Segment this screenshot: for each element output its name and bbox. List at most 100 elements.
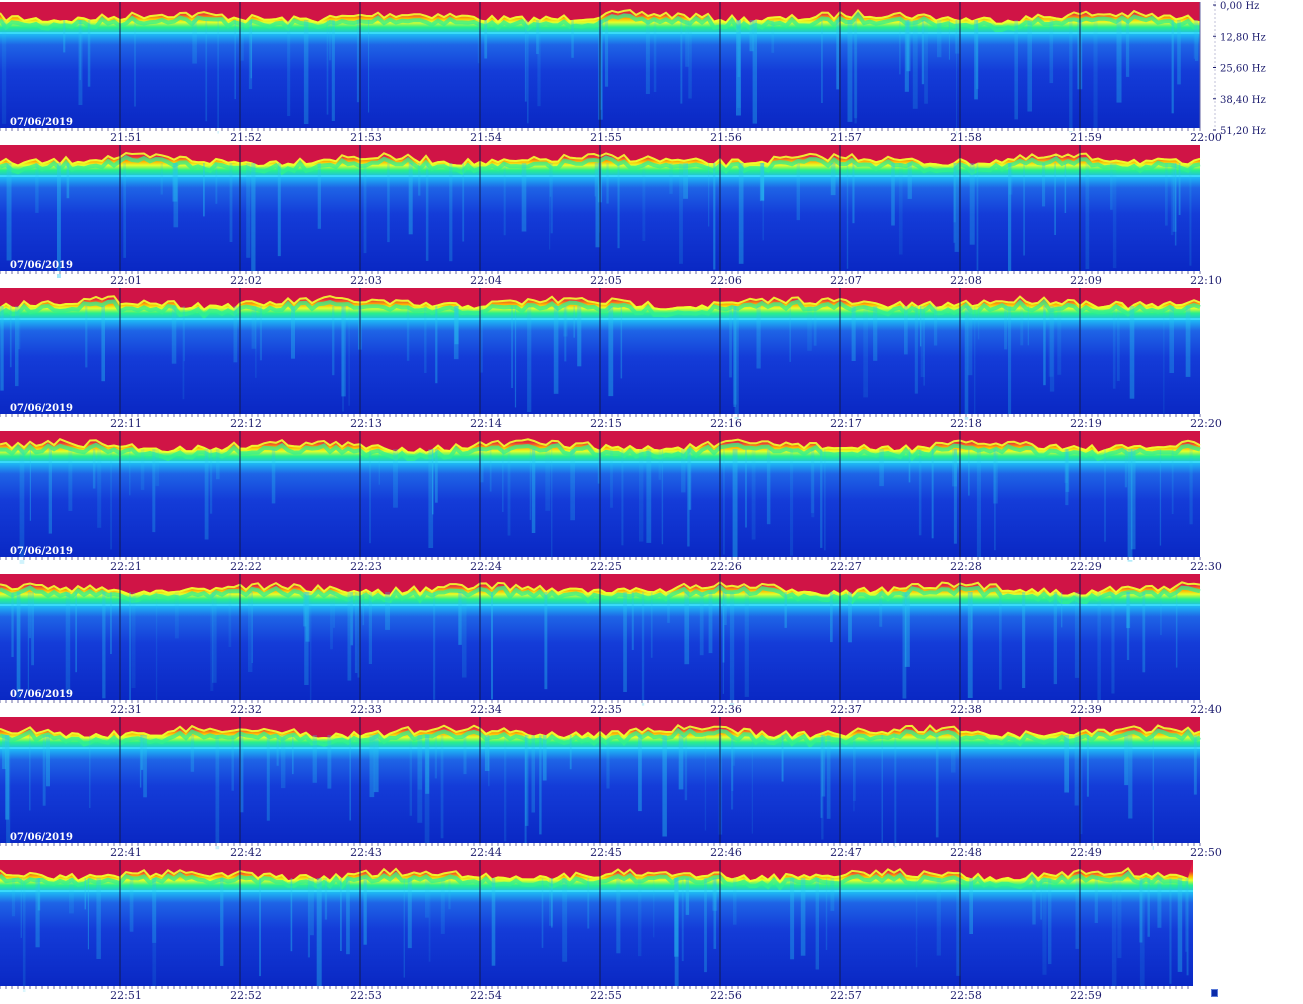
spectral-streak bbox=[851, 306, 856, 361]
spectral-streak bbox=[749, 20, 754, 52]
time-tick-label: 21:52 bbox=[230, 131, 262, 144]
spectral-streak bbox=[29, 592, 31, 639]
time-tick-label: 22:48 bbox=[950, 846, 982, 859]
spectral-streak bbox=[233, 306, 238, 363]
spectral-streak bbox=[434, 735, 437, 779]
spectral-streak bbox=[681, 878, 684, 962]
spectral-streak bbox=[363, 163, 367, 254]
spectral-streak bbox=[642, 163, 646, 241]
spectral-streak bbox=[646, 449, 652, 543]
spectral-streak bbox=[484, 735, 490, 771]
spectral-streak bbox=[830, 878, 835, 911]
spectral-streak bbox=[923, 306, 925, 386]
date-label: 07/06/2019 bbox=[10, 403, 73, 414]
spectral-streak bbox=[152, 449, 156, 533]
spectral-streak bbox=[976, 163, 979, 271]
spectral-streak bbox=[645, 20, 650, 94]
spectral-streak bbox=[277, 163, 281, 257]
spectral-streak bbox=[1061, 592, 1063, 628]
spectral-streak bbox=[248, 20, 253, 90]
spectral-streak bbox=[511, 306, 513, 388]
spectral-streak bbox=[521, 163, 527, 232]
spectral-streak bbox=[462, 163, 465, 242]
spectral-streak bbox=[174, 592, 179, 639]
spectral-streak bbox=[708, 592, 713, 654]
spectral-streak bbox=[155, 592, 158, 701]
time-tick-label: 22:45 bbox=[590, 846, 622, 859]
spectral-streak bbox=[724, 592, 727, 625]
spectral-streak bbox=[539, 735, 542, 835]
spectral-streak bbox=[549, 878, 553, 926]
spectral-streak bbox=[310, 878, 314, 936]
spectral-streak bbox=[1042, 163, 1046, 207]
spectral-streak bbox=[800, 878, 806, 956]
spectral-streak bbox=[292, 735, 294, 775]
spectral-streak bbox=[1022, 592, 1026, 688]
spectral-streak bbox=[354, 592, 358, 673]
spectral-streak bbox=[424, 735, 430, 844]
spectral-streak bbox=[1023, 163, 1025, 256]
time-tick-label: 22:46 bbox=[710, 846, 742, 859]
spectral-streak bbox=[674, 878, 679, 957]
spectral-streak bbox=[811, 449, 815, 518]
spectral-streak bbox=[1040, 878, 1042, 920]
spectral-streak bbox=[821, 735, 824, 840]
spectral-streak bbox=[894, 735, 897, 848]
spectral-streak bbox=[35, 163, 39, 213]
spectrogram-row: 22:31 22:32 22:33 22:34 22:35 22:36 22:37 22:38… bbox=[0, 574, 1222, 716]
corner-marker bbox=[1211, 989, 1218, 997]
spectral-streak bbox=[312, 735, 317, 783]
spectral-streak bbox=[1193, 20, 1195, 59]
spectral-streak bbox=[1125, 20, 1130, 77]
spectral-streak bbox=[756, 306, 761, 369]
spectral-streak bbox=[1104, 449, 1106, 542]
spectral-streak bbox=[933, 306, 938, 346]
spectral-streak bbox=[489, 449, 492, 492]
spectral-streak bbox=[587, 878, 590, 929]
spectral-streak bbox=[967, 592, 973, 698]
spectrogram-row: 22:11 22:12 22:13 22:14 22:15 22:16 22:17 22:18… bbox=[0, 288, 1222, 430]
spectral-streak bbox=[449, 163, 453, 262]
spectral-streak bbox=[570, 449, 575, 521]
spectral-streak bbox=[350, 592, 354, 646]
time-tick-label: 22:53 bbox=[350, 989, 382, 1002]
spectral-streak bbox=[440, 735, 444, 839]
spectral-streak bbox=[976, 449, 981, 559]
time-tick-label: 22:29 bbox=[1070, 560, 1102, 573]
spectral-streak bbox=[348, 306, 350, 406]
time-tick-label: 22:05 bbox=[590, 274, 622, 287]
spectral-streak bbox=[1043, 306, 1046, 386]
spectral-streak bbox=[790, 449, 794, 556]
spectral-streak bbox=[19, 449, 25, 564]
time-tick-label: 22:36 bbox=[710, 703, 742, 716]
spectral-streak bbox=[0, 306, 4, 391]
spectral-streak bbox=[815, 878, 819, 970]
spectral-streak bbox=[330, 592, 333, 650]
high-energy-layer bbox=[0, 860, 1193, 881]
spectral-streak bbox=[1053, 592, 1057, 685]
spectral-streak bbox=[879, 449, 884, 487]
spectral-streak bbox=[231, 735, 234, 791]
spectral-streak bbox=[331, 20, 335, 121]
time-tick-label: 22:28 bbox=[950, 560, 982, 573]
time-tick-label: 22:43 bbox=[350, 846, 382, 859]
spectral-streak bbox=[1139, 878, 1145, 990]
spectral-streak bbox=[713, 163, 716, 270]
spectral-streak bbox=[369, 735, 375, 798]
spectral-streak bbox=[1111, 878, 1117, 990]
spectral-streak bbox=[537, 20, 541, 107]
spectral-streak bbox=[368, 592, 372, 664]
spectral-streak bbox=[393, 449, 398, 508]
spectral-streak bbox=[597, 449, 601, 484]
spectral-streak bbox=[462, 592, 467, 678]
spectral-streak bbox=[31, 592, 34, 666]
spectral-streak bbox=[48, 449, 52, 534]
spectral-streak bbox=[1008, 306, 1012, 417]
spectral-streak bbox=[606, 163, 609, 204]
spectral-streak bbox=[937, 20, 942, 58]
spectrogram-row: 22:41 22:42 22:43 22:44 22:45 22:46 22:47 22:48… bbox=[0, 717, 1222, 859]
spectral-streak bbox=[751, 735, 753, 834]
time-tick-label: 22:03 bbox=[350, 274, 382, 287]
spectrogram-row: 22:51 22:52 22:53 22:54 22:55 22:56 22:57 22:58… bbox=[0, 860, 1193, 1002]
